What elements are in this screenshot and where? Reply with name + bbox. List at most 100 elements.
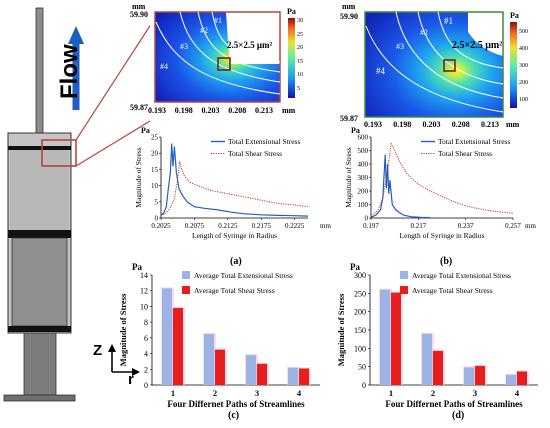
streamline-a4	[155, 21, 281, 95]
bar-shear	[257, 363, 267, 385]
bar-shear	[299, 368, 309, 385]
panel-label-a: (a)	[230, 256, 242, 267]
legend-swatch	[182, 271, 190, 279]
heatmap-b-x-unit: mm	[506, 120, 520, 129]
heatmap-a-colorbar-ticks: 30 25 20 15 10 5	[297, 15, 303, 96]
heatmap-a-cb-tick: 30	[297, 18, 303, 24]
heatmap-a-x-tick: 0.213	[255, 106, 273, 115]
heatmap-a-cb-tick: 15	[297, 58, 303, 65]
y-tick-label: 400	[358, 161, 369, 169]
y-tick-label: 200	[354, 308, 366, 317]
heatmap-a-colorbar	[288, 18, 295, 98]
streamline-b4	[365, 25, 504, 113]
heatmap-a-white-region	[226, 12, 280, 64]
streamline-label-b4: #4	[376, 66, 385, 76]
legend-swatch	[400, 271, 408, 279]
y-axis-label: Magnitude of Stress	[134, 147, 143, 207]
heatmap-b-cb-tick: 300	[519, 63, 528, 69]
heatmap-a-x-ticks: 0.193 0.198 0.203 0.208 0.213	[148, 106, 273, 115]
syringe-plunger-seal	[8, 230, 71, 238]
syringe-plunger-flange	[3, 394, 76, 402]
y-unit-label: Pa	[132, 262, 142, 272]
heatmap-b-cb-tick: 500	[519, 29, 528, 35]
x-tick-label: 2	[213, 388, 217, 398]
legend-label: Average Total Shear Stress	[412, 286, 493, 295]
heatmap-b-cb-tick: 400	[519, 46, 528, 52]
y-axis-label: Magnitude of Stress	[118, 293, 128, 366]
x-tick-label: 4	[297, 388, 302, 398]
bar-shear	[433, 350, 443, 385]
heatmap-a: mm 59.90 59.87 #1 #2 #3 #4 2.5×2.5 μm² P…	[130, 2, 310, 134]
heatmap-b: mm 59.90 59.87 #1 #2 #3 #4 2.5×2.5 μm² P…	[340, 2, 540, 134]
y-tick-label: 300	[358, 174, 369, 182]
y-unit-label: Pa	[350, 262, 360, 272]
flow-label: Flow	[56, 44, 83, 99]
line-chart-b: Pa 0 100 200 300 400 500 600 0.197 0.217 0.237 0.25…	[344, 126, 536, 240]
x-axis-label: Four Differnet Paths of Streamlines	[385, 399, 523, 408]
heatmap-b-svg	[364, 11, 517, 118]
y-tick-label: 6	[144, 334, 148, 343]
heatmap-b-colorbar-ticks: 500 400 300 200 100	[519, 24, 528, 109]
y-tick-label: 8	[144, 318, 148, 327]
legend-swatch	[182, 286, 190, 294]
y-tick-label: 5	[155, 198, 159, 206]
x-tick-label: 4	[515, 388, 520, 398]
heatmap-a-x-unit: mm	[282, 106, 296, 115]
bar-shear	[475, 365, 485, 385]
y-tick-label: 250	[354, 289, 366, 298]
heatmap-b-box-label: 2.5×2.5 μm²	[452, 40, 503, 51]
series-shear-line	[370, 142, 514, 218]
heatmap-a-x-tick: 0.198	[174, 106, 193, 115]
y-unit-label: Pa	[141, 126, 150, 135]
heatmap-a-y-unit: mm	[132, 2, 146, 11]
bar-shear	[215, 349, 225, 385]
heatmap-b-white-region	[468, 12, 503, 56]
x-unit-label: mm	[320, 222, 331, 230]
heatmap-a-y-bottom: 59.87	[130, 103, 148, 112]
y-tick-label: 100	[354, 344, 366, 353]
x-tick-label: 1	[171, 388, 175, 398]
syringe-needle	[35, 7, 44, 134]
streamline-label-b1: #1	[444, 16, 453, 26]
legend-label: Total Extensional Stress	[228, 137, 300, 146]
legend-label: Total Extensional Stress	[438, 137, 510, 146]
x-tick-label: 0.237	[458, 222, 474, 230]
zoom-region-marker	[41, 139, 77, 167]
streamline-label-b3: #3	[396, 42, 404, 51]
legend-label: Total Shear Stress	[438, 149, 492, 158]
bar-extensional	[204, 333, 214, 385]
x-tick-label: 3	[473, 388, 477, 398]
y-tick-label: 15	[151, 166, 159, 174]
x-unit-label: mm	[525, 222, 536, 230]
bar-extensional	[422, 333, 432, 385]
x-tick-label: 0.2075	[185, 222, 205, 230]
y-tick-label: 4	[144, 350, 148, 359]
x-tick-label: 0.2225	[285, 222, 305, 230]
syringe-plunger-rod	[23, 332, 57, 396]
heatmap-b-cb-tick: 200	[519, 80, 528, 86]
heatmap-b-x-tick: 0.208	[451, 120, 470, 129]
y-unit-label: Pa	[351, 126, 360, 135]
streamline-a1	[211, 11, 281, 63]
heatmap-b-x-tick: 0.203	[422, 120, 441, 129]
y-tick-label: 300	[354, 271, 366, 280]
y-tick-label: 500	[358, 147, 369, 155]
y-tick-label: 12	[140, 287, 148, 296]
x-tick-label: 0.2025	[151, 222, 171, 230]
syringe-plunger-seal-top	[8, 146, 71, 150]
streamline-label-a3: #3	[180, 42, 188, 51]
bar-shear	[391, 292, 401, 385]
line-chart-a: Pa 0 5 10 15 20 25 0.2025 0.2075 0.2125 0.2175 0.22…	[134, 126, 331, 240]
heatmap-a-colorbar-unit: Pa	[287, 7, 296, 16]
y-tick-label: 100	[358, 201, 369, 209]
axis-z-label: Z	[93, 342, 103, 359]
y-tick-label: 0	[155, 215, 159, 223]
heatmap-a-svg	[154, 11, 295, 103]
zoom-line-bottom	[75, 120, 150, 167]
y-tick-label: 50	[358, 363, 366, 372]
y-tick-label: 10	[140, 302, 148, 311]
heatmap-b-box	[443, 59, 456, 72]
syringe-plunger	[11, 237, 68, 327]
streamline-label-a4: #4	[160, 62, 168, 71]
